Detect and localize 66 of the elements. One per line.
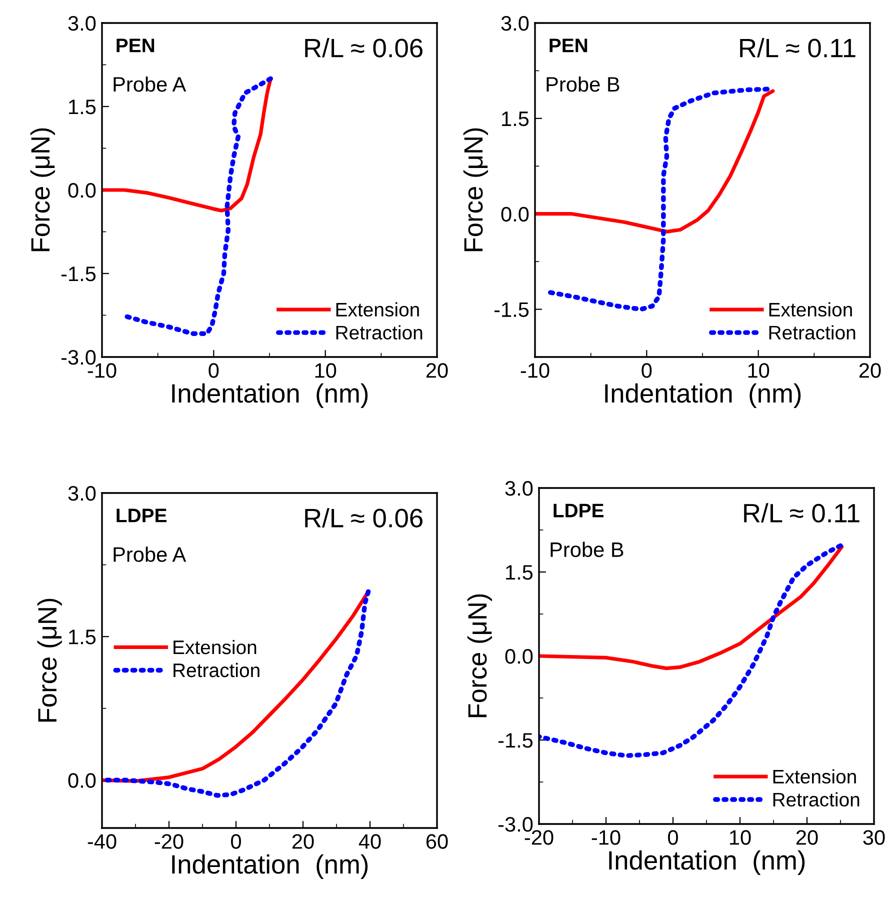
x-tick-label: 0 [208, 363, 219, 378]
x-axis-title: Indentation (nm) [172, 383, 368, 408]
annotation: Probe A [114, 546, 186, 562]
x-tick-label: -40 [88, 834, 116, 849]
legend-label: Retraction [769, 325, 856, 340]
x-tick-label: 0 [231, 834, 241, 849]
x-tick-label: 10 [315, 363, 336, 378]
x-tick-label: -10 [88, 363, 116, 378]
y-tick-label: -3.0 [498, 817, 533, 832]
x-tick-label: -20 [154, 834, 184, 849]
y-tick-label: 3.0 [68, 16, 96, 31]
x-tick-label: -10 [520, 363, 550, 378]
x-tick-label: 60 [426, 834, 448, 849]
y-tick-label: -1.5 [494, 302, 529, 318]
x-tick-label: 20 [292, 834, 314, 849]
annotation: LDPE [554, 504, 604, 518]
legend-label: Extension [174, 640, 256, 654]
y-tick-label: -1.5 [498, 733, 533, 748]
annotation: Probe A [114, 76, 186, 92]
legend-label: Extension [773, 769, 856, 784]
annotation: R/L ≈ 0.11 [740, 38, 856, 58]
y-tick-label: -1.5 [61, 266, 96, 282]
x-tick-label: 20 [426, 363, 448, 378]
line-series [539, 543, 843, 758]
annotation: PEN [550, 38, 588, 52]
x-tick-label: 40 [358, 834, 381, 849]
x-tick-label: -10 [592, 830, 620, 845]
x-axis-title: Indentation (nm) [609, 850, 805, 875]
y-tick-label: 1.5 [69, 630, 96, 644]
legend-label: Extension [769, 302, 852, 317]
x-tick-label: 30 [863, 830, 885, 845]
y-tick-label: 3.0 [501, 16, 529, 31]
legend-label: Retraction [174, 662, 260, 678]
y-tick-label: 3.0 [68, 486, 96, 501]
annotation: Probe B [550, 542, 624, 558]
x-tick-label: -20 [524, 830, 554, 845]
x-tick-label: 10 [730, 830, 751, 845]
y-tick-label: 0.0 [68, 773, 96, 788]
x-tick-label: 0 [668, 830, 678, 845]
x-axis-title: Indentation (nm) [172, 854, 368, 879]
x-tick-label: 0 [642, 363, 652, 378]
y-tick-label: 0.0 [501, 206, 529, 222]
y-tick-label: 0.0 [68, 183, 96, 198]
y-tick-label: 1.5 [502, 112, 529, 126]
y-tick-label: 3.0 [505, 481, 533, 496]
annotation: Probe B [546, 76, 620, 92]
annotation: R/L ≈ 0.11 [744, 503, 860, 523]
legend-label: Extension [336, 302, 419, 317]
x-tick-label: 20 [796, 830, 818, 845]
y-axis-title: Force (μN) [30, 128, 55, 252]
legend-label: Retraction [773, 792, 860, 807]
y-tick-label: 1.5 [69, 100, 96, 114]
y-tick-label: -3.0 [61, 350, 96, 365]
x-tick-label: 10 [748, 363, 770, 378]
y-axis-title: Force (μN) [463, 128, 488, 252]
y-tick-label: 0.0 [505, 649, 533, 664]
annotation: PEN [116, 38, 154, 52]
annotation: LDPE [116, 508, 166, 522]
x-axis-title: Indentation (nm) [605, 383, 801, 408]
x-tick-label: 20 [859, 363, 881, 378]
y-axis-title: Force (μN) [37, 598, 62, 722]
y-axis-title: Force (μN) [467, 594, 492, 718]
legend-label: Retraction [336, 325, 422, 340]
annotation: R/L ≈ 0.06 [305, 38, 422, 58]
y-tick-label: 1.5 [506, 565, 533, 580]
annotation: R/L ≈ 0.06 [305, 508, 422, 528]
